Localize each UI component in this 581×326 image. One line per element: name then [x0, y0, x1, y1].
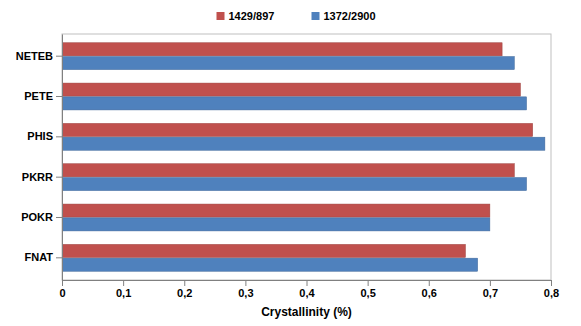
x-tick-mark — [184, 280, 185, 286]
x-tick: 0,4 — [299, 280, 315, 299]
y-axis-line — [62, 35, 63, 281]
x-tick-mark — [368, 280, 369, 286]
bar — [62, 244, 465, 257]
legend-label: 1372/2900 — [324, 10, 376, 22]
y-tick-label: NETEB — [16, 50, 53, 62]
bar — [62, 178, 527, 191]
x-tick: 0 — [59, 280, 65, 299]
x-tick-label: 0,3 — [238, 287, 253, 299]
bar — [62, 164, 514, 177]
chart: 0 0,1 0,2 0,3 0,4 0,5 0,6 0,7 0,8 FNAT POKR PKRR PHI… — [0, 0, 581, 326]
series — [62, 57, 545, 272]
x-tick: 0,2 — [177, 280, 192, 299]
y-tick: PKRR — [22, 171, 62, 183]
x-tick-label: 0 — [59, 287, 65, 299]
x-tick-mark — [490, 280, 491, 286]
y-tick-label: FNAT — [24, 251, 53, 263]
y-tick-mark — [56, 257, 62, 258]
bar — [62, 123, 533, 136]
y-tick: PETE — [24, 90, 62, 102]
y-tick-mark — [56, 56, 62, 57]
legend-label: 1429/897 — [229, 10, 275, 22]
y-tick: PHIS — [27, 130, 62, 142]
y-tick-mark — [56, 96, 62, 97]
legend-swatch — [312, 12, 320, 20]
bar — [62, 137, 545, 150]
y-tick: FNAT — [24, 251, 62, 263]
plot-frame — [62, 34, 551, 280]
bar — [62, 258, 478, 271]
y-tick-label: POKR — [21, 211, 53, 223]
bar — [62, 43, 502, 56]
x-axis: 0 0,1 0,2 0,3 0,4 0,5 0,6 0,7 0,8 — [59, 280, 559, 299]
legend-swatch — [217, 12, 225, 20]
x-tick: 0,3 — [238, 280, 253, 299]
x-tick-mark — [245, 280, 246, 286]
x-tick-label: 0,6 — [422, 287, 437, 299]
x-axis-title: Crystallinity (%) — [261, 305, 352, 319]
x-tick-label: 0,5 — [360, 287, 375, 299]
x-tick-mark — [307, 280, 308, 286]
x-tick-mark — [62, 280, 63, 286]
bars — [62, 43, 545, 271]
x-tick-label: 0,8 — [544, 287, 559, 299]
x-tick: 0,1 — [116, 280, 131, 299]
x-tick: 0,7 — [483, 280, 498, 299]
bar — [62, 83, 520, 96]
x-tick: 0,8 — [544, 280, 559, 299]
x-tick-mark — [551, 280, 552, 286]
bar — [62, 204, 490, 217]
bar — [62, 218, 490, 231]
legend-item: 1372/2900 — [312, 10, 376, 22]
x-tick: 0,6 — [422, 280, 437, 299]
legend: 1429/897 1372/2900 — [217, 10, 376, 22]
legend-item: 1429/897 — [217, 10, 275, 22]
x-tick: 0,5 — [360, 280, 375, 299]
y-tick-label: PKRR — [22, 171, 53, 183]
y-tick-mark — [56, 177, 62, 178]
y-tick-mark — [56, 217, 62, 218]
y-tick: NETEB — [16, 50, 62, 62]
y-tick-mark — [56, 136, 62, 137]
x-tick-mark — [429, 280, 430, 286]
bar — [62, 97, 527, 110]
plot: 0 0,1 0,2 0,3 0,4 0,5 0,6 0,7 0,8 FNAT POKR PKRR PHI… — [16, 34, 559, 299]
y-axis: FNAT POKR PKRR PHIS PETE NETEB — [16, 35, 63, 281]
x-tick-mark — [123, 280, 124, 286]
x-tick-label: 0,1 — [116, 287, 131, 299]
x-tick-label: 0,7 — [483, 287, 498, 299]
y-tick-label: PHIS — [27, 130, 53, 142]
x-tick-label: 0,2 — [177, 287, 192, 299]
y-tick-label: PETE — [24, 90, 53, 102]
y-tick: POKR — [21, 211, 62, 223]
bar — [62, 57, 514, 70]
x-tick-label: 0,4 — [299, 287, 315, 299]
